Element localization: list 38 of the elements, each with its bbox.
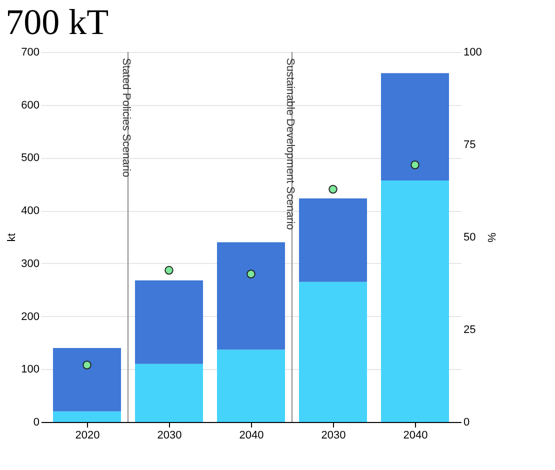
point bbox=[246, 270, 256, 278]
x-tick-label: 2020 bbox=[75, 430, 100, 442]
point bbox=[328, 184, 338, 194]
y-tick-label: 400 bbox=[21, 205, 40, 218]
y2-tick-label: 25 bbox=[464, 324, 476, 336]
y-tick-label: 200 bbox=[21, 310, 40, 323]
x-tick-label: 2040 bbox=[239, 430, 264, 442]
y2-tick-label: 0 bbox=[464, 416, 470, 428]
bar bbox=[381, 73, 449, 180]
bar bbox=[53, 348, 121, 412]
y2-tick-label: 50 bbox=[464, 232, 476, 244]
y-tick-label: 700 bbox=[21, 46, 40, 58]
y-tick-label: 500 bbox=[21, 152, 40, 164]
point bbox=[164, 266, 174, 275]
x-tick-label: 2040 bbox=[403, 430, 428, 442]
y-tick-label: 600 bbox=[21, 99, 40, 112]
point bbox=[82, 360, 92, 370]
point bbox=[410, 160, 420, 170]
bar bbox=[135, 280, 203, 364]
y-tick-label: 100 bbox=[21, 364, 40, 376]
bar bbox=[217, 350, 285, 422]
x-tick-label: 2030 bbox=[157, 430, 182, 442]
y2-tick-label: 100 bbox=[464, 46, 482, 58]
bar bbox=[217, 242, 285, 350]
x-tick-label: 2030 bbox=[321, 430, 346, 442]
bar bbox=[299, 198, 367, 282]
y2-axis-title: % bbox=[484, 232, 497, 243]
bar bbox=[53, 411, 121, 422]
y2-tick-label: 75 bbox=[464, 139, 476, 151]
y-axis-title: kt bbox=[6, 233, 18, 242]
annotation: Sustainable Development Scenario bbox=[284, 58, 296, 230]
y-tick-label: 300 bbox=[21, 258, 40, 270]
bar bbox=[381, 180, 449, 422]
chart-title: 700 kT bbox=[6, 2, 109, 42]
bar bbox=[299, 282, 367, 422]
annotation: Stated Policies Scenario bbox=[120, 58, 132, 178]
y-tick-label: 0 bbox=[33, 416, 40, 428]
bar bbox=[135, 364, 203, 422]
